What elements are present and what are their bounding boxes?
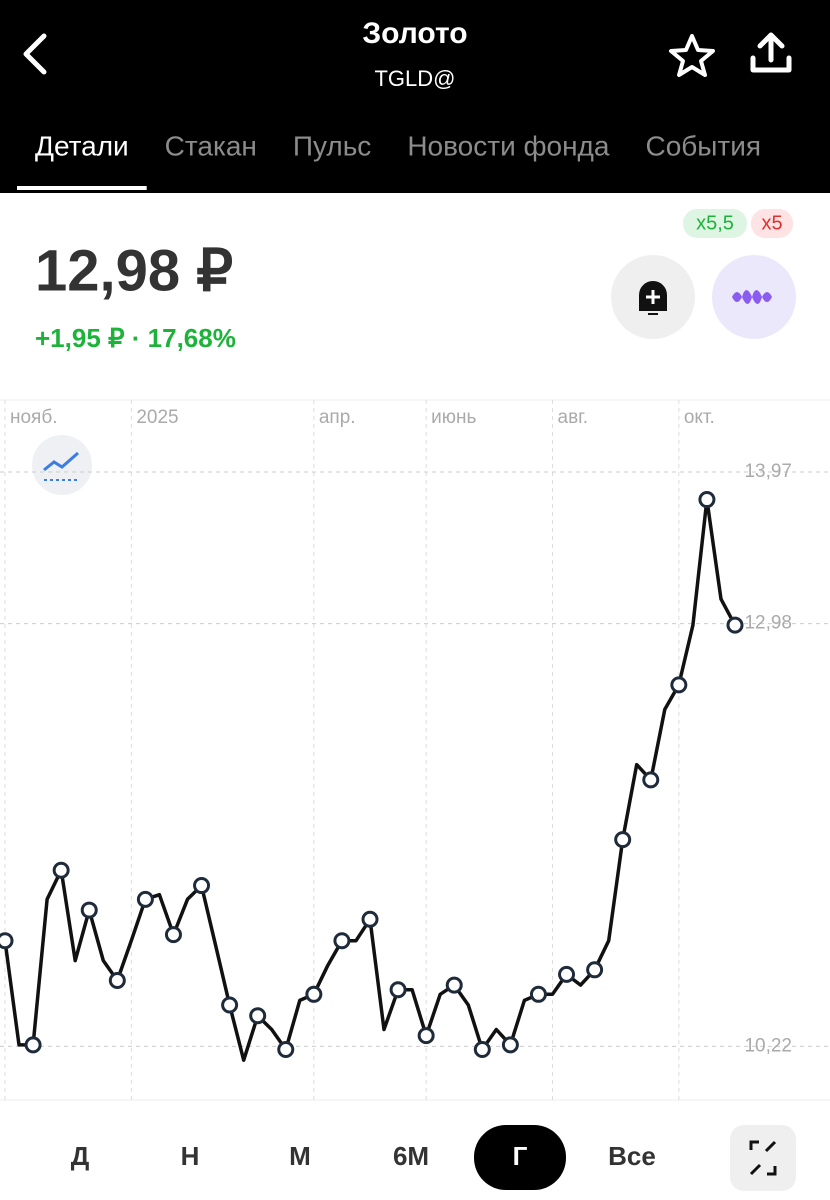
tab-underline: [17, 186, 147, 190]
plus-icon: [646, 290, 660, 304]
tab[interactable]: Новости фонда: [407, 130, 610, 161]
price-change: +1,95 ₽ · 17,68%: [35, 323, 236, 353]
period-button[interactable]: Все: [608, 1141, 656, 1171]
subtitle: TGLD@: [374, 66, 455, 91]
y-tick-label: 10,22: [744, 1035, 792, 1056]
y-tick-label: 12,98: [744, 613, 792, 634]
event-marker: [529, 985, 547, 1003]
period-selected[interactable]: [474, 1125, 566, 1190]
period-button[interactable]: Н: [181, 1141, 200, 1171]
event-marker: [24, 1036, 42, 1054]
back-button[interactable]: [23, 33, 47, 75]
event-marker: [80, 901, 98, 919]
event-marker: [473, 1040, 491, 1058]
x-tick-label: авг.: [558, 407, 589, 428]
indicator-icon: [43, 451, 79, 472]
event-marker: [193, 877, 211, 895]
event-marker: [52, 861, 70, 879]
tab[interactable]: Стакан: [165, 130, 257, 161]
tab[interactable]: События: [645, 130, 761, 161]
event-marker: [277, 1040, 295, 1058]
long-leverage: x5,5: [696, 212, 734, 234]
event-marker: [108, 972, 126, 990]
tab[interactable]: Пульс: [293, 130, 371, 161]
ai-icon: [732, 290, 772, 304]
period-button[interactable]: М: [289, 1141, 311, 1171]
event-marker: [164, 926, 182, 944]
period-button[interactable]: Г: [513, 1141, 528, 1171]
x-tick-label: июнь: [431, 407, 476, 428]
x-tick-label: 2025: [136, 407, 178, 428]
x-tick-label: нояб.: [10, 407, 58, 428]
event-marker: [221, 996, 239, 1014]
event-marker: [361, 910, 379, 928]
fullscreen-icon: [749, 1140, 777, 1176]
event-marker: [417, 1027, 435, 1045]
period-button[interactable]: 6М: [393, 1141, 429, 1171]
short-leverage: x5: [761, 212, 782, 234]
favorite-button[interactable]: [669, 34, 715, 77]
event-marker: [614, 831, 632, 849]
event-marker: [333, 932, 351, 950]
event-marker: [670, 676, 688, 694]
fullscreen-button[interactable]: [730, 1125, 796, 1191]
short-leverage-badge: [751, 209, 793, 238]
title: Золото: [362, 17, 467, 50]
x-tick-label: окт.: [684, 407, 715, 428]
event-marker: [698, 491, 716, 509]
price: 12,98 ₽: [35, 238, 233, 303]
event-marker: [389, 981, 407, 999]
event-marker: [726, 616, 744, 634]
event-marker: [136, 890, 154, 908]
event-marker: [305, 985, 323, 1003]
long-leverage-badge: [683, 209, 747, 238]
y-tick-label: 13,97: [744, 461, 792, 482]
indicator-button[interactable]: [32, 435, 92, 495]
event-marker: [0, 932, 14, 950]
event-marker: [558, 965, 576, 983]
period-button[interactable]: Д: [71, 1141, 90, 1171]
tab[interactable]: Детали: [35, 130, 129, 161]
event-marker: [586, 961, 604, 979]
x-tick-label: апр.: [319, 407, 356, 428]
event-marker: [642, 771, 660, 789]
event-marker: [249, 1007, 267, 1025]
event-marker: [501, 1036, 519, 1054]
header-bg: [0, 0, 830, 193]
share-button[interactable]: [750, 32, 792, 73]
event-marker: [445, 976, 463, 994]
